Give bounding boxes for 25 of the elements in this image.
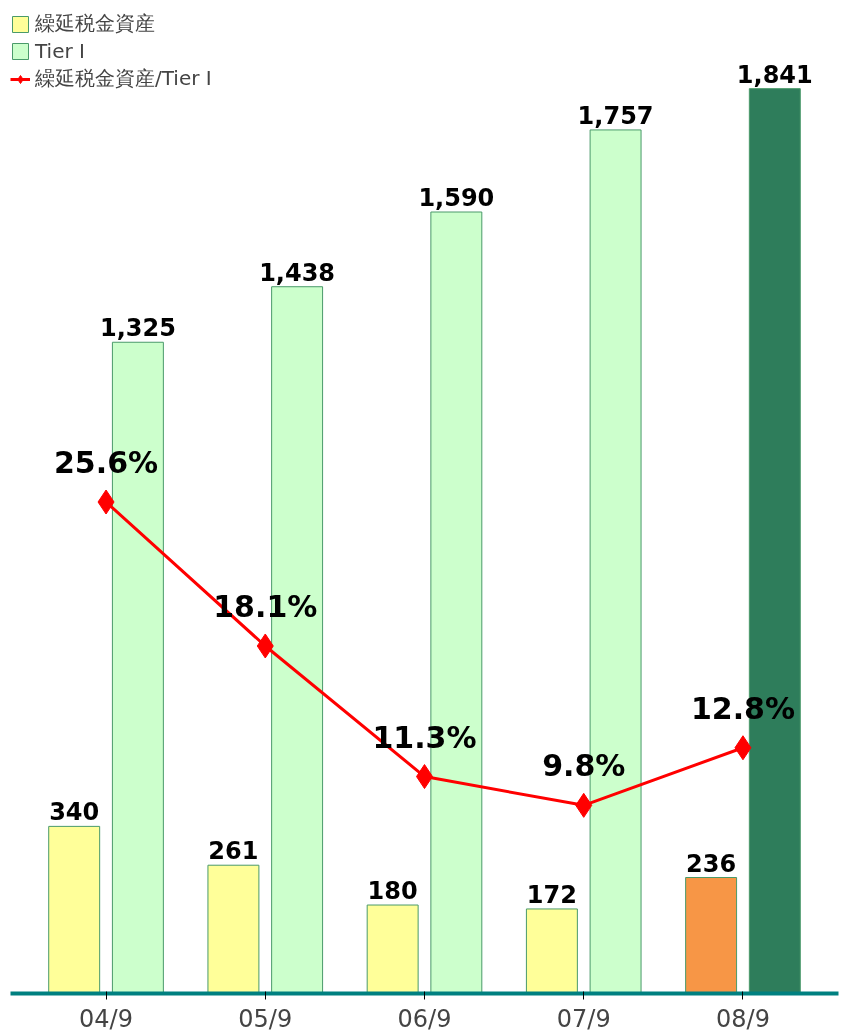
x-tick-label: 06/9 bbox=[397, 1004, 452, 1033]
data-label: 236 bbox=[686, 849, 737, 878]
data-label: 1,325 bbox=[99, 314, 176, 343]
data-label: 1,590 bbox=[418, 184, 495, 213]
legend-label: Tier Ⅰ bbox=[35, 39, 85, 63]
bar bbox=[207, 864, 260, 994]
bar bbox=[366, 904, 419, 994]
data-label: 9.8% bbox=[542, 748, 626, 784]
bar bbox=[525, 908, 578, 994]
bar bbox=[685, 877, 738, 994]
data-label: 1,841 bbox=[736, 60, 813, 89]
x-tick-label: 05/9 bbox=[238, 1004, 293, 1033]
data-label: 261 bbox=[208, 837, 259, 866]
legend-label: 繰延税金資産 bbox=[35, 10, 155, 37]
x-tick-label: 04/9 bbox=[79, 1004, 133, 1033]
legend-label: 繰延税金資産/Tier Ⅰ bbox=[35, 65, 212, 92]
data-label: 340 bbox=[49, 798, 100, 827]
x-tick-label: 08/9 bbox=[716, 1004, 770, 1033]
x-tick-label: 07/9 bbox=[556, 1004, 611, 1033]
data-label: 172 bbox=[526, 880, 577, 909]
data-label: 1,438 bbox=[259, 258, 336, 287]
data-label: 1,757 bbox=[577, 101, 654, 130]
data-label: 180 bbox=[367, 877, 418, 906]
bar bbox=[48, 825, 101, 994]
data-label: 11.3% bbox=[372, 719, 477, 755]
